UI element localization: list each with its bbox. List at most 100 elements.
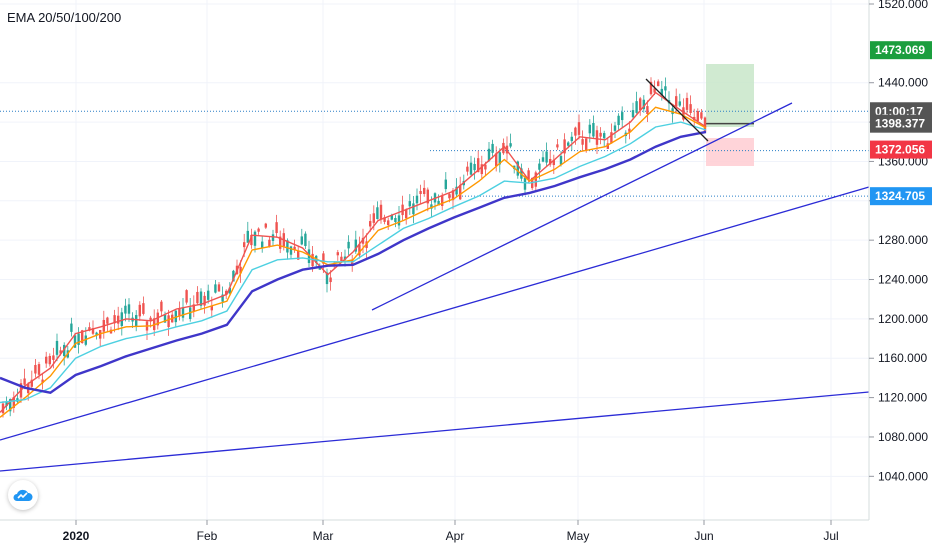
candle-body — [451, 190, 455, 201]
y-tick-label: 1520.000 — [878, 0, 928, 11]
y-tick-label: 1080.000 — [878, 430, 928, 444]
candle-body — [275, 222, 278, 234]
candle-body — [423, 187, 426, 195]
candle-body — [30, 379, 33, 387]
candle-body — [660, 88, 663, 96]
candle-body — [545, 151, 548, 163]
candle-body — [689, 104, 692, 113]
candle-body — [671, 108, 674, 115]
y-tick-label: 1160.000 — [878, 351, 927, 365]
candle-body — [495, 153, 498, 167]
candle-body — [325, 272, 329, 285]
candle-body — [217, 284, 221, 292]
candle-body — [77, 333, 80, 345]
price-badge — [870, 187, 932, 206]
candle-body — [556, 144, 559, 148]
candle-body — [178, 308, 181, 316]
candle-body — [271, 234, 275, 241]
y-tick-label: 1040.000 — [878, 469, 928, 483]
candle-body — [653, 88, 656, 93]
candle-body — [135, 315, 138, 327]
candle-body — [34, 364, 37, 374]
trend-lines — [0, 78, 870, 472]
candle-body — [185, 290, 188, 303]
candle-body — [37, 364, 41, 375]
candle-body — [300, 236, 303, 245]
candle-body — [41, 379, 44, 384]
candle-body — [379, 204, 383, 220]
candle-body — [307, 249, 311, 264]
candle-body — [369, 221, 372, 227]
candle-body — [376, 207, 379, 220]
indicator-legend[interactable]: EMA 20/50/100/200 — [7, 10, 122, 25]
candle-body — [106, 317, 109, 324]
candle-body — [243, 242, 246, 248]
candle-body — [610, 132, 613, 144]
candle-body — [156, 312, 159, 326]
candle-body — [88, 327, 91, 331]
candle-body — [466, 166, 469, 172]
candle-body — [657, 81, 660, 87]
candle-body — [696, 111, 699, 121]
candle-body — [448, 193, 451, 199]
candle-body — [124, 305, 127, 314]
triangle-upper-line — [645, 78, 709, 142]
candle-body — [541, 157, 545, 162]
candle-body — [228, 287, 231, 294]
candle-body — [210, 305, 213, 311]
candle-body — [577, 122, 581, 135]
candle-body — [221, 294, 224, 302]
candle-body — [595, 130, 599, 145]
candle-body — [340, 256, 343, 262]
candle-body — [390, 215, 393, 220]
candle-body — [405, 209, 408, 219]
x-tick-label: Feb — [197, 529, 218, 543]
ema-line — [0, 121, 707, 404]
candle-body — [419, 190, 422, 194]
candle-body — [91, 328, 95, 334]
candle-body — [289, 246, 293, 255]
candle-body — [603, 133, 606, 139]
candle-body — [343, 256, 347, 260]
time-axis: 2020 Feb Mar Apr May Jun Jul — [63, 520, 839, 543]
price-badge-label: 1398.377 — [875, 117, 925, 131]
candle-body — [192, 304, 195, 312]
candle-body — [559, 156, 563, 165]
tradingview-logo[interactable] — [8, 480, 38, 510]
candle-body — [117, 315, 120, 324]
candle-body — [570, 136, 573, 142]
trendline-long-term — [0, 391, 870, 472]
candle-body — [250, 234, 253, 246]
candle-body — [279, 236, 282, 249]
candle-body — [203, 295, 206, 306]
candle-body — [127, 304, 131, 314]
candle-body — [336, 252, 339, 256]
candle-body — [498, 152, 501, 165]
candle-body — [347, 241, 350, 249]
candle-body — [383, 217, 386, 222]
candle-body — [52, 355, 55, 360]
candle-body — [516, 161, 519, 176]
candle-body — [549, 159, 552, 165]
candles — [1, 77, 707, 418]
candle-body — [142, 303, 145, 314]
candle-body — [538, 163, 541, 170]
candle-body — [621, 112, 624, 121]
candle-body — [120, 312, 123, 326]
candle-body — [81, 330, 84, 343]
candle-body — [149, 317, 152, 322]
x-tick-label: Jul — [823, 529, 838, 543]
candle-body — [59, 350, 62, 354]
candle-body — [304, 233, 307, 247]
candle-body — [459, 184, 462, 200]
candle-body — [394, 217, 397, 223]
y-tick-label: 1280.000 — [878, 233, 928, 247]
candle-body — [639, 98, 642, 111]
candle-body — [581, 139, 584, 145]
candle-body — [574, 127, 577, 136]
candle-body — [455, 186, 458, 195]
candle-body — [387, 220, 390, 226]
candle-body — [441, 195, 444, 206]
